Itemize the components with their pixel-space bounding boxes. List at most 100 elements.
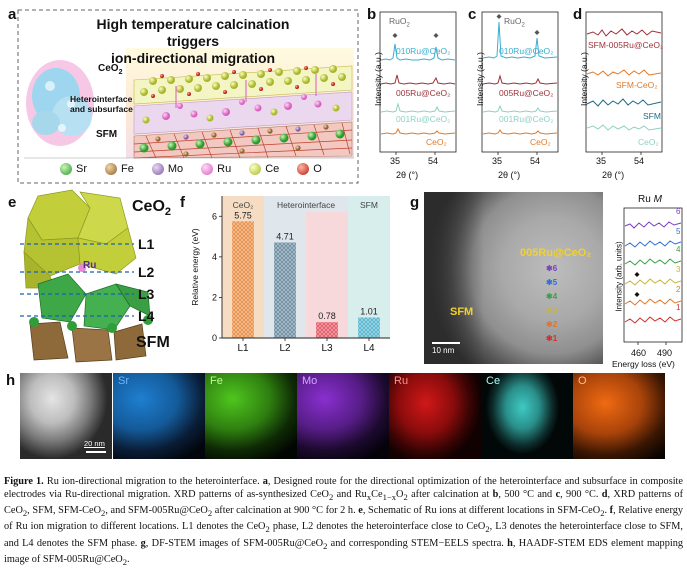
particle-cluster xyxy=(26,60,94,146)
ru-migration-arrows xyxy=(175,74,317,108)
caption-sub-2b: 2 xyxy=(403,492,408,503)
eels-point-2: ✱2 xyxy=(546,320,558,329)
panel-c-traces xyxy=(482,21,558,135)
eels-point-5: ✱5 xyxy=(546,278,558,287)
panel-a-schematic xyxy=(17,9,359,184)
eels-num-6: 6 xyxy=(676,207,681,216)
eels-trace-3 xyxy=(624,278,682,286)
panel-f-bar-hatch-l4 xyxy=(358,317,380,338)
caption-sub-3: 2 xyxy=(22,508,28,519)
panel-c-ylabel: Intensity (a.u.) xyxy=(475,52,485,106)
eels-point-4-num: 4 xyxy=(552,292,558,301)
panel-g-sample-label: 005Ru@CeO₂ xyxy=(520,247,592,259)
panel-b-peak-text: RuO xyxy=(389,16,407,26)
panel-c-trace-label-ceo2: CeO₂ xyxy=(530,137,551,147)
legend-label-fe: Fe xyxy=(121,163,134,175)
caption-s7: , Relative energy of Ru ion migration to… xyxy=(4,505,683,533)
panel-d-tick-54: 54 xyxy=(634,156,645,166)
panel-b-trace-010 xyxy=(380,43,456,61)
panel-d-trace-label-sfm-005ru: SFM-005Ru@CeO₂ xyxy=(588,40,664,50)
legend-item-fe: Fe xyxy=(105,163,134,175)
caption-label: Figure 1. xyxy=(4,476,44,487)
eels-point-1-num: 1 xyxy=(552,334,558,343)
panel-b-peak-label: RuO2 xyxy=(389,16,410,29)
legend-item-ce: Ce xyxy=(249,163,279,175)
panel-f-bars xyxy=(232,221,380,338)
panel-a-title-line2: ion-directional migration xyxy=(110,50,276,66)
eels-num-2: 2 xyxy=(676,285,681,294)
eels-trace-6 xyxy=(624,221,682,229)
haadf-image: 20 nm xyxy=(20,373,112,459)
panel-b-peak-sub: 2 xyxy=(406,22,410,29)
eds-map-o-label: O xyxy=(578,375,587,387)
panel-c-trace-label-010: 010Ru@CeO₂ xyxy=(499,46,554,56)
caption-s7b: phase, L2 denotes the heterointerface cl… xyxy=(269,521,486,533)
ceo2-layer xyxy=(133,65,353,105)
caption-s2c: Ce xyxy=(371,489,383,501)
ceo2-polyhedra xyxy=(23,189,137,289)
caption-s2: , Designed route for the directional opt… xyxy=(4,476,683,501)
caption-sub-1mx: 1−x xyxy=(382,492,397,503)
panel-d-axes xyxy=(585,11,663,155)
panel-c-trace-label-001: 001Ru@CeO₂ xyxy=(499,114,554,124)
panel-a-title-line1: High temperature calcination triggers xyxy=(96,16,290,49)
heterointerface-layer xyxy=(133,91,353,135)
panel-c-peak-markers xyxy=(496,14,540,35)
eels-point-6: ✱6 xyxy=(546,264,558,273)
eels-frame xyxy=(623,207,683,343)
panel-f-bar-chart: CeO₂ Heterointerface SFM 5.75 L1 4.71 L2 0.78 L3… xyxy=(190,196,390,354)
panel-g-sfm-label: SFM xyxy=(450,306,474,318)
panel-label-g: g xyxy=(410,194,420,211)
eels-tick-490: 490 xyxy=(657,348,673,358)
caption-s2e: after calcination at xyxy=(407,489,493,501)
mo-atom-icon xyxy=(151,163,164,175)
caption-s4: , 900 °C. xyxy=(560,489,602,501)
eels-point-1: ✱1 xyxy=(546,334,558,343)
eels-marker-diamond-2 xyxy=(634,292,640,297)
eels-traces xyxy=(624,221,682,324)
panel-e-sfm-label: SFM xyxy=(136,334,170,351)
panel-d-traces xyxy=(586,28,662,131)
panel-d-trace-ceo2 xyxy=(586,124,662,131)
eels-trace-2 xyxy=(624,298,682,306)
caption-s5c: , and SFM-005Ru@CeO xyxy=(105,505,208,517)
caption-s7c: , L3 denotes the heterointerface close t… xyxy=(4,521,683,549)
eds-map-ru-label: Ru xyxy=(394,375,409,387)
panel-f-bar-hatch-l2 xyxy=(274,242,296,338)
panel-label-c: c xyxy=(468,6,477,23)
panel-f-ytick-label-0: 0 xyxy=(212,333,217,343)
haadf-scalebar xyxy=(86,451,106,453)
caption-sub-7: 2 xyxy=(265,524,270,535)
panel-b-trace-001 xyxy=(380,102,456,113)
caption-sub-6: 2 xyxy=(600,508,605,519)
panel-d-trace-sfm xyxy=(586,98,662,107)
panel-b-trace-ceo2 xyxy=(380,127,456,135)
panel-f-region-label-1: CeO₂ xyxy=(233,200,254,210)
eels-point-4: ✱4 xyxy=(546,292,558,301)
panel-b-tick-35: 35 xyxy=(390,156,401,166)
o-atom-icon xyxy=(297,163,310,175)
eds-map-fe-label: Fe xyxy=(210,375,223,387)
eels-tick-460: 460 xyxy=(631,348,647,358)
panel-d-trace-label-sfm: SFM xyxy=(643,111,661,121)
eds-map-mo: Mo xyxy=(297,373,389,459)
eels-marker-diamond-1 xyxy=(634,272,640,277)
panel-c-xlabel: 2θ (°) xyxy=(498,170,521,180)
legend-label-mo: Mo xyxy=(167,163,184,175)
eds-map-ce-label: Ce xyxy=(486,375,501,387)
panel-b-tick-54: 54 xyxy=(428,156,439,166)
panel-a-hetero-label: Heterointerface and subsurface xyxy=(70,94,133,114)
caption-d: d xyxy=(601,489,608,501)
panel-label-d: d xyxy=(573,6,583,23)
legend-label-sr: Sr xyxy=(76,163,87,175)
caption-s8: , DF-STEM images of SFM-005Ru@CeO xyxy=(145,537,324,549)
panel-a-sfm-label: SFM xyxy=(96,129,118,140)
layer-label-l4: L4 xyxy=(138,308,155,324)
panel-b-traces xyxy=(380,43,456,135)
sfm-layer xyxy=(133,121,353,159)
panel-e-schematic xyxy=(20,189,153,363)
eds-map-fe: Fe xyxy=(205,373,297,459)
panel-d-trace-label-ceo2: CeO₂ xyxy=(638,137,659,147)
panel-g-scalebar xyxy=(432,342,460,344)
panel-a-frame xyxy=(17,9,359,184)
